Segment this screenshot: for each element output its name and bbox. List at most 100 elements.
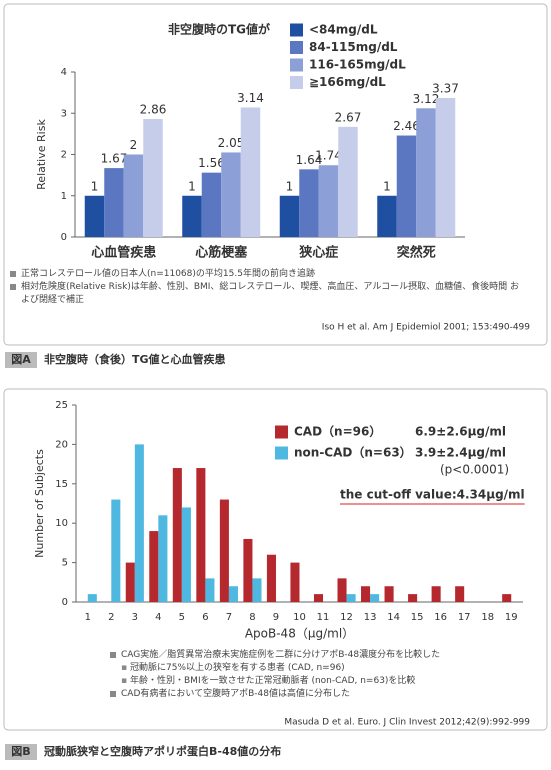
bar [172,468,182,602]
x-tick-label: 12 [340,612,353,623]
legend-label: 84-115mg/dL [309,40,398,54]
legend-label: non-CAD（n=63） [294,445,412,460]
notes: CAG実施／脂質異常治療未実施症例を二群に分けアポB-48濃度分布を比較した冠動… [110,649,530,701]
source: Iso H et al. Am J Epidemiol 2001; 153:49… [322,323,530,333]
legend-swatch [275,446,288,460]
bar [252,578,262,602]
bar [266,554,276,602]
bar [182,195,202,237]
bar [196,468,206,602]
caption: 冠動脈狭窄と空腹時アポリポ蛋白B-48値の分布 [44,744,281,758]
notes: 正常コレステロール値の日本人(n=11068)の平均15.5年間の前向き追跡 相対… [10,268,525,307]
legend-label: 116-165mg/dL [309,58,406,72]
value-label: 1.67 [101,152,128,166]
value-label: 1.74 [315,149,342,163]
bar [455,586,465,602]
y-tick-label: 1 [61,191,67,202]
bar [431,586,441,602]
value-label: 2.05 [218,136,245,150]
bar [338,126,358,237]
annotation: 3.9±2.4μg/ml [415,446,506,460]
caption-tag-bg [5,744,37,760]
bar [205,578,215,602]
value-label: 3.14 [237,91,264,105]
bar [361,586,371,602]
x-tick-label: 9 [273,612,279,623]
bar [123,154,144,237]
bar [240,107,261,237]
x-tick-label: 10 [293,612,306,623]
value-label: 2.46 [393,119,420,133]
value-label: 1 [188,179,196,193]
caption-tag: 図B [11,744,30,758]
source: Masuda D et al. Euro. J Clin Invest 2012… [284,718,530,728]
bar [290,562,300,602]
bar [228,586,238,602]
legend-swatch [290,76,303,89]
x-tick-label: 5 [179,612,185,623]
bar [125,562,135,602]
panel [3,388,548,731]
y-tick-label: 3 [61,108,67,119]
bar [201,172,222,237]
value-label: 3.12 [413,92,440,106]
annotation: (p<0.0001) [440,463,509,477]
x-tick-label: 19 [505,612,518,623]
bar [396,135,417,237]
x-tick-label: 17 [458,612,471,623]
x-axis-label: ApoB-48（μg/ml） [245,627,354,641]
x-tick-label: 4 [155,612,161,623]
legend-label: CAD（n=96） [294,424,381,439]
caption-tag-bg [5,352,37,368]
caption-tag: 図A [11,352,31,366]
bar [416,108,436,237]
y-tick-label: 2 [61,150,67,161]
bar [318,165,339,237]
y-axis-label: Number of Subjects [33,449,46,558]
sub-note: 冠動脈に75%以上の狭窄を有する患者 (CAD, n=96) [110,662,530,675]
annotation: the cut-off value:4.34μg/ml [340,488,525,502]
note: CAG実施／脂質異常治療未実施症例を二群に分けアポB-48濃度分布を比較した [110,649,530,662]
y-axis-label: Relative Risk [35,119,48,190]
x-tick-label: 6 [202,612,208,623]
x-tick-label: 11 [317,612,330,623]
bar [149,531,159,602]
x-tick-label: 13 [364,612,377,623]
bar [502,594,512,602]
value-label: 3.37 [432,81,459,95]
note: 相対危険度(Relative Risk)は年齢、性別、BMI、総コレステロール、… [10,281,525,307]
x-tick-label: 16 [434,612,447,623]
x-tick-label: 18 [481,612,494,623]
panel [3,3,548,346]
value-label: 2.67 [335,110,362,124]
y-tick-label: 0 [61,232,67,243]
y-tick-label: 4 [61,67,67,78]
y-tick-label: 20 [55,439,68,450]
bar [84,195,105,237]
note: 正常コレステロール値の日本人(n=11068)の平均15.5年間の前向き追跡 [10,268,525,281]
x-tick-label: 心血管疾患 [91,245,156,261]
legend-swatch [275,425,288,439]
annotation: 6.9±2.6μg/ml [415,425,506,439]
bar [384,586,394,602]
legend-label: ≧166mg/dL [309,75,386,89]
bar [346,594,356,602]
bar [104,168,124,237]
bar [143,119,163,237]
bar [243,538,253,602]
legend-title: 非空腹時のTG値が [168,22,270,37]
x-tick-label: 心筋梗塞 [195,245,248,261]
x-tick-label: 狭心症 [298,245,338,261]
legend-label: <84mg/dL [309,23,378,37]
bar [337,578,347,602]
value-label: 1 [91,179,99,193]
bar [279,195,300,237]
bar [313,594,324,602]
value-label: 1.56 [198,156,225,170]
bar [87,594,97,602]
value-label: 1 [383,179,391,193]
bar [408,594,418,602]
y-tick-label: 25 [55,400,68,411]
bar [158,515,168,602]
